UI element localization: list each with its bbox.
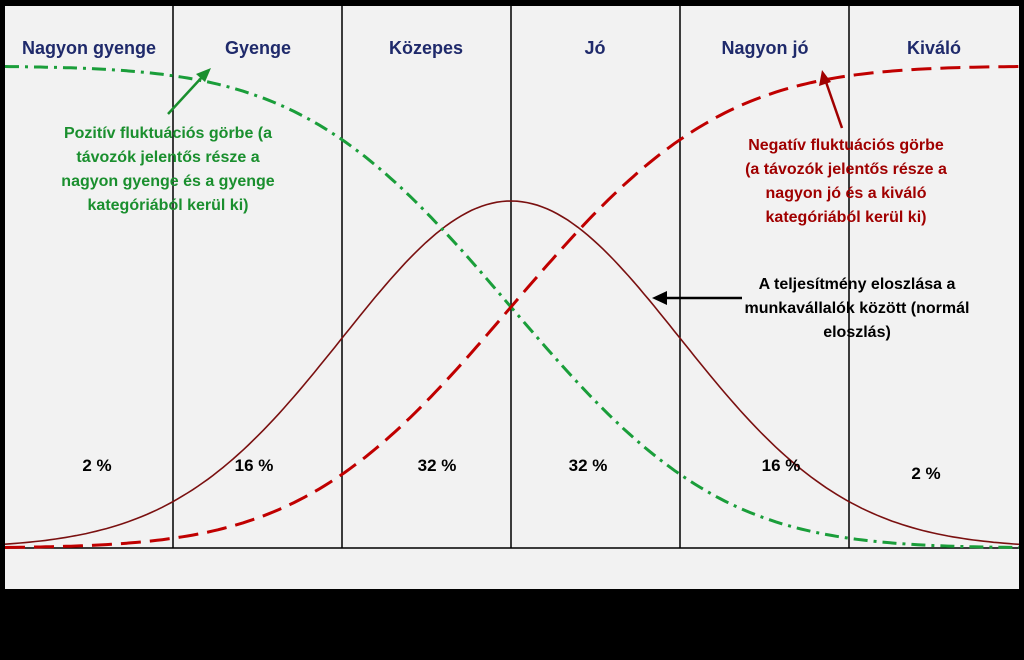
category-label-nagyon-jo: Nagyon jó — [721, 38, 808, 58]
negative-fluctuation-curve — [4, 65, 1020, 549]
positive-annotation-line-4: kategóriából kerül ki) — [88, 197, 249, 214]
normal-annotation-line-3: eloszlás) — [823, 324, 891, 341]
normal-annotation: A teljesítmény eloszlása a munkavállalók… — [745, 276, 970, 341]
negative-annotation-line-2: (a távozók jelentős része a — [745, 161, 947, 178]
percentage-label-6: 2 % — [911, 464, 940, 483]
negative-annotation-arrow — [819, 70, 844, 129]
category-label-jo: Jó — [584, 38, 605, 58]
percentage-label-4: 32 % — [569, 456, 608, 475]
category-label-kozepes: Közepes — [389, 38, 463, 58]
percentage-label-1: 2 % — [82, 456, 111, 475]
category-label-kivalo: Kiváló — [907, 38, 961, 58]
positive-annotation-line-2: távozók jelentős része a — [76, 149, 259, 166]
normal-annotation-line-2: munkavállalók között (normál — [745, 300, 970, 317]
category-dividers — [172, 6, 850, 548]
positive-annotation: Pozitív fluktuációs görbe (a távozók jel… — [61, 125, 275, 214]
normal-annotation-arrow — [652, 291, 742, 305]
percentage-label-3: 32 % — [418, 456, 457, 475]
negative-annotation-line-3: nagyon jó és a kiváló — [766, 185, 927, 202]
negative-annotation-line-4: kategóriából kerül ki) — [766, 209, 927, 226]
positive-annotation-arrow — [167, 68, 211, 115]
negative-annotation: Negatív fluktuációs görbe (a távozók jel… — [745, 137, 947, 226]
negative-annotation-line-1: Negatív fluktuációs görbe — [748, 137, 944, 154]
normal-distribution-curve — [4, 200, 1020, 546]
percentage-labels: 2 % 16 % 32 % 32 % 16 % 2 % — [82, 456, 940, 483]
category-labels: Nagyon gyenge Gyenge Közepes Jó Nagyon j… — [22, 38, 961, 58]
positive-annotation-line-3: nagyon gyenge és a gyenge — [61, 173, 275, 190]
category-label-gyenge: Gyenge — [225, 38, 291, 58]
normal-annotation-line-1: A teljesítmény eloszlása a — [759, 276, 956, 293]
positive-annotation-line-1: Pozitív fluktuációs görbe (a — [64, 125, 272, 142]
category-label-nagyon-gyenge: Nagyon gyenge — [22, 38, 156, 58]
positive-fluctuation-curve — [4, 65, 1020, 549]
diagram-panel — [5, 6, 1019, 589]
percentage-label-5: 16 % — [762, 456, 801, 475]
percentage-label-2: 16 % — [235, 456, 274, 475]
